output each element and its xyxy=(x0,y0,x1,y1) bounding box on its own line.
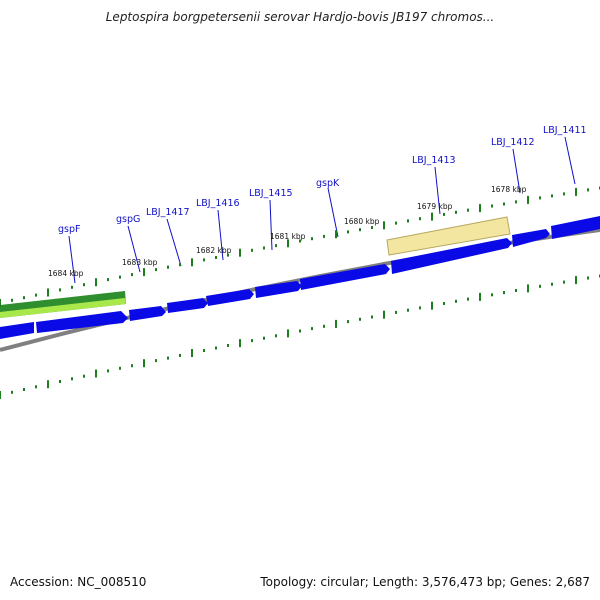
map-title: Leptospira borgpetersenii serovar Hardjo… xyxy=(105,10,495,24)
gene-label[interactable]: LBJ_1416 xyxy=(196,198,240,209)
gene-arrow[interactable] xyxy=(0,322,34,339)
scale-label: 1681 kbp xyxy=(270,232,306,241)
gene-label[interactable]: LBJ_1415 xyxy=(249,188,293,199)
scale-ticks-upper xyxy=(0,186,600,307)
gene-label[interactable]: gspF xyxy=(58,224,80,235)
gene-arrow[interactable] xyxy=(551,216,600,239)
scale-label: 1684 kbp xyxy=(48,269,84,278)
genome-summary-text: Topology: circular; Length: 3,576,473 bp… xyxy=(260,575,590,589)
gene-arrow[interactable] xyxy=(206,289,254,306)
accession-text: Accession: NC_008510 xyxy=(10,575,147,589)
scale-label: 1683 kbp xyxy=(122,258,158,267)
scale-ticks-lower xyxy=(0,274,600,399)
gene-arrows xyxy=(0,216,600,339)
gene-label[interactable]: LBJ_1417 xyxy=(146,207,190,218)
gene-arrow[interactable] xyxy=(255,281,302,298)
gene-arrow[interactable] xyxy=(129,306,166,321)
gene-label[interactable]: gspK xyxy=(316,178,340,189)
feature-highlight-green-light xyxy=(0,298,126,318)
gene-label[interactable]: LBJ_1411 xyxy=(543,125,587,136)
scale-label: 1678 kbp xyxy=(491,185,527,194)
gene-label[interactable]: LBJ_1412 xyxy=(491,137,535,148)
gene-arrow[interactable] xyxy=(300,264,390,290)
scale-label: 1682 kbp xyxy=(196,246,232,255)
feature-highlight-yellow[interactable] xyxy=(386,216,511,256)
gene-label[interactable]: gspG xyxy=(116,214,140,225)
gene-label-leaders xyxy=(68,136,576,284)
gene-arrow[interactable] xyxy=(512,229,550,247)
gene-label[interactable]: LBJ_1413 xyxy=(412,155,456,166)
scale-label: 1680 kbp xyxy=(344,217,380,226)
gene-arrow[interactable] xyxy=(36,311,128,333)
scale-label: 1679 kbp xyxy=(417,202,453,211)
gene-arrow[interactable] xyxy=(391,238,512,274)
gene-arrow[interactable] xyxy=(167,298,208,313)
